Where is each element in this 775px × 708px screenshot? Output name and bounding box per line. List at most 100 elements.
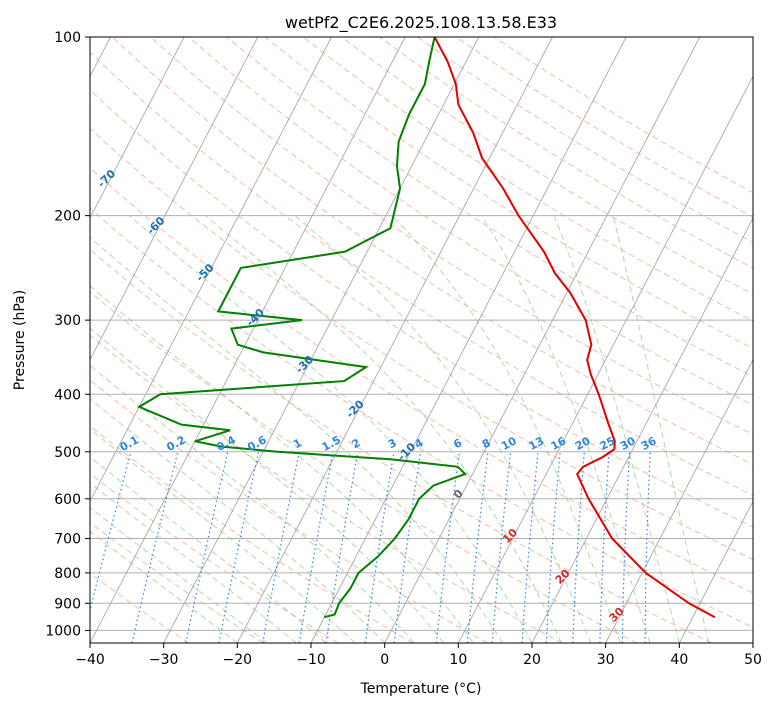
dry-adiabat-line	[90, 51, 753, 497]
dry-adiabat-line	[112, 37, 753, 466]
x-tick-label: 30	[597, 652, 615, 668]
dry-adiabat-line	[90, 89, 753, 528]
x-tick-label: 20	[523, 652, 541, 668]
y-tick-label: 500	[54, 445, 81, 461]
y-tick-label: 600	[54, 492, 81, 508]
isotherm-line	[90, 37, 406, 643]
mixing-ratio-label: 6	[451, 436, 464, 451]
mixing-ratio-line	[572, 451, 585, 643]
isotherm-line	[90, 37, 259, 361]
mixing-ratio-label: 10	[499, 434, 519, 453]
dry-adiabat-line	[90, 167, 753, 594]
isotherm-line	[605, 358, 753, 643]
mixing-ratio-line	[262, 451, 300, 643]
y-tick-label: 400	[54, 387, 81, 403]
isotherm-line	[752, 642, 753, 643]
x-tick-label: −20	[223, 652, 253, 668]
mixing-ratio-line	[435, 451, 461, 643]
mixing-ratio-label: 1	[291, 436, 304, 451]
isotherm-label: -90	[0, 80, 16, 103]
moist-adiabat-line	[90, 398, 386, 643]
y-tick-label: 300	[54, 313, 81, 329]
mixing-ratio-label: 20	[573, 434, 593, 453]
x-tick-label: −30	[149, 652, 179, 668]
moist-adiabat-line	[612, 215, 710, 643]
x-tick-label: −40	[75, 652, 105, 668]
mixing-ratio-line	[599, 451, 610, 643]
mixing-ratio-line	[521, 451, 539, 643]
mixing-ratio-line	[131, 451, 179, 643]
x-axis-ticks: −40 −30 −20 −10 0 10 20 30 40 50	[75, 643, 762, 668]
moist-adiabat-line	[90, 236, 503, 643]
plot-frame	[89, 36, 754, 644]
moist-adiabat-line	[90, 507, 268, 643]
x-tick-label: −10	[296, 652, 326, 668]
moist-adiabat-line	[90, 530, 238, 643]
x-tick-label: 40	[670, 652, 688, 668]
y-tick-label: 100	[54, 30, 81, 46]
x-axis-label: Temperature (°C)	[360, 681, 482, 697]
dry-adiabat-line	[150, 37, 753, 436]
isotherm-line	[457, 75, 753, 643]
y-tick-label: 1000	[45, 623, 81, 639]
x-tick-label: 0	[380, 652, 389, 668]
mixing-ratio-line	[393, 451, 422, 643]
y-axis-ticks: 100 200 300 400 500 600 700 800 900 1000	[45, 30, 90, 639]
y-tick-label: 200	[54, 209, 81, 225]
x-tick-label: 50	[744, 652, 762, 668]
isotherm-line	[236, 37, 553, 643]
moist-adiabat-line	[90, 327, 444, 643]
moist-adiabat-line	[205, 215, 562, 643]
isotherm-line	[310, 37, 627, 643]
isotherm-label: -80	[45, 122, 68, 145]
mixing-ratio-line	[90, 451, 132, 613]
mixing-ratio-label: 3	[386, 436, 399, 451]
dry-adiabat-line	[341, 37, 753, 295]
moist-adiabat-line	[480, 215, 651, 643]
dry-adiabat-line	[493, 37, 753, 194]
mixing-ratio-line	[298, 451, 334, 643]
dry-adiabat-line	[90, 472, 339, 643]
y-tick-label: 700	[54, 532, 81, 548]
mixing-ratio-line	[491, 451, 512, 643]
moist-adiabat-line	[90, 364, 415, 643]
chart-title: wetPf2_C2E6.2025.108.13.58.E33	[285, 13, 557, 33]
mixing-ratio-line	[621, 451, 631, 643]
dry-adiabat-line	[90, 572, 190, 643]
mixing-ratio-label: 25	[598, 434, 618, 453]
mixing-ratio-label: 13	[527, 434, 547, 453]
mixing-ratio-label: 16	[549, 434, 569, 453]
mixing-ratio-label: 0.4	[214, 433, 238, 454]
mixing-ratio-line	[364, 451, 395, 643]
isotherm-line	[163, 37, 480, 643]
plot-area: -100-90-80-70-60-50-40-30-20-10010203040…	[0, 37, 753, 643]
dry-adiabat-line	[188, 37, 753, 406]
isotherm-line	[90, 37, 185, 219]
dry-adiabat-line	[90, 248, 712, 643]
moist-adiabat-line	[129, 215, 533, 643]
mixing-ratio-labels: 0.1 0.2 0.4 0.6 1 1.5 2 3 4 6 8 10 13 16 20 25 30 36	[118, 433, 659, 454]
isotherm-line	[678, 500, 753, 643]
mixing-ratio-lines	[90, 451, 651, 643]
y-axis-label: Pressure (hPa)	[12, 290, 28, 390]
dewpoint-profile-line	[136, 37, 468, 619]
temperature-profile-line	[433, 37, 716, 619]
mixing-ratio-line	[218, 451, 260, 643]
x-tick-label: 10	[449, 652, 467, 668]
moist-adiabat-line	[90, 456, 327, 643]
dry-adiabat-line	[302, 37, 753, 322]
dry-adiabat-line	[90, 291, 638, 643]
mixing-ratio-line	[466, 451, 489, 643]
y-tick-label: 800	[54, 566, 81, 582]
moist-adiabat-line	[294, 215, 592, 643]
isotherm-line	[90, 37, 332, 503]
moist-adiabat-line	[90, 428, 356, 643]
mixing-ratio-label: 1.5	[320, 433, 343, 454]
moist-adiabats	[90, 215, 710, 643]
dry-adiabat-line	[90, 379, 488, 643]
moist-adiabat-line	[90, 285, 474, 643]
mixing-ratio-line	[644, 451, 651, 643]
isotherms	[90, 37, 753, 643]
isotherm-line	[531, 217, 753, 643]
